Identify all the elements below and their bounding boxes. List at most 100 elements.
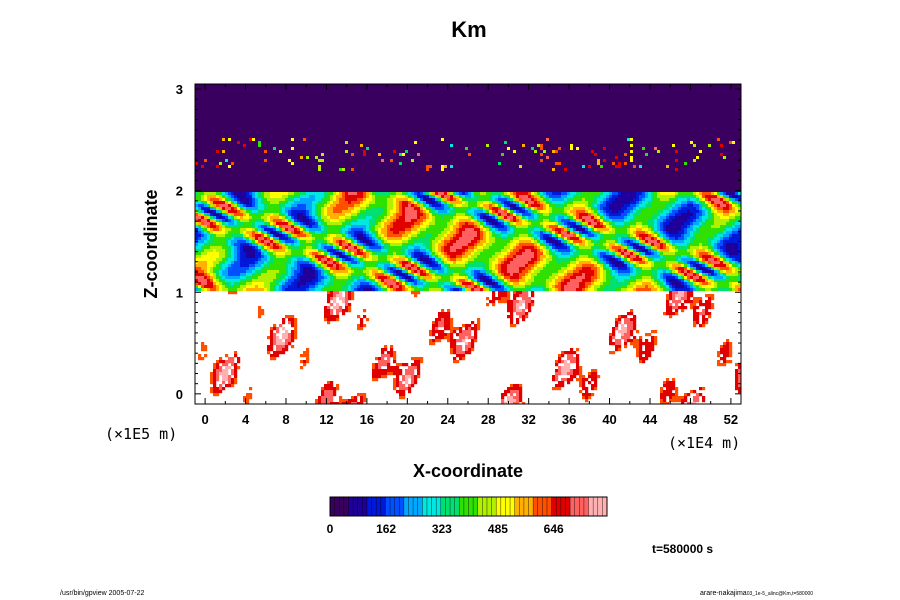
field-cell xyxy=(414,108,418,112)
field-cell xyxy=(648,132,652,136)
field-cell xyxy=(717,135,721,139)
field-cell xyxy=(723,162,727,166)
field-cell xyxy=(237,129,241,133)
field-cell xyxy=(606,114,610,118)
field-cell xyxy=(687,132,691,136)
field-cell xyxy=(369,153,373,157)
field-cell xyxy=(255,99,259,103)
field-cell xyxy=(573,135,577,139)
field-cell xyxy=(711,87,715,91)
field-cell xyxy=(363,159,367,163)
field-cell xyxy=(495,108,499,112)
field-cell xyxy=(432,99,436,103)
field-cell xyxy=(693,129,697,133)
field-cell xyxy=(222,99,226,103)
field-cell xyxy=(678,138,682,142)
field-cell xyxy=(306,135,310,139)
field-cell xyxy=(252,135,256,139)
field-cell xyxy=(309,117,313,121)
field-cell xyxy=(354,123,358,127)
field-cell xyxy=(480,132,484,136)
field-cell xyxy=(621,147,625,151)
field-cell xyxy=(354,84,358,88)
field-cell xyxy=(204,165,208,169)
field-cell xyxy=(297,141,301,145)
field-cell xyxy=(306,153,310,157)
field-cell xyxy=(591,99,595,103)
field-cell xyxy=(450,126,454,130)
field-cell xyxy=(546,90,550,94)
field-cell xyxy=(318,108,322,112)
field-cell xyxy=(297,90,301,94)
field-cell xyxy=(504,129,508,133)
field-cell xyxy=(243,156,247,160)
field-cell xyxy=(543,90,547,94)
field-cell xyxy=(414,165,418,169)
field-cell xyxy=(564,129,568,133)
field-cell xyxy=(291,123,295,127)
field-cell xyxy=(267,108,271,112)
field-cell xyxy=(480,117,484,121)
field-cell xyxy=(432,123,436,127)
field-cell xyxy=(234,144,238,148)
field-cell xyxy=(561,126,565,130)
field-cell xyxy=(396,156,400,160)
field-cell xyxy=(666,123,670,127)
field-cell xyxy=(426,129,430,133)
field-cell xyxy=(522,108,526,112)
field-cell xyxy=(624,138,628,142)
field-cell xyxy=(597,135,601,139)
field-cell xyxy=(720,132,724,136)
field-cell xyxy=(423,138,427,142)
field-cell xyxy=(498,96,502,100)
field-cell xyxy=(681,138,685,142)
field-cell xyxy=(639,102,643,106)
field-cell xyxy=(519,84,523,88)
field-cell xyxy=(591,147,595,151)
field-cell xyxy=(276,105,280,109)
field-cell xyxy=(420,117,424,121)
field-cell xyxy=(381,162,385,166)
field-cell xyxy=(261,99,265,103)
field-cell xyxy=(561,129,565,133)
field-cell xyxy=(495,96,499,100)
field-cell xyxy=(465,90,469,94)
field-cell xyxy=(504,87,508,91)
field-cell xyxy=(540,126,544,130)
field-cell xyxy=(501,126,505,130)
field-cell xyxy=(621,114,625,118)
field-cell xyxy=(615,87,619,91)
field-cell xyxy=(720,135,724,139)
field-cell xyxy=(726,96,730,100)
field-cell xyxy=(420,126,424,130)
field-cell xyxy=(363,90,367,94)
field-cell xyxy=(408,123,412,127)
field-cell xyxy=(630,114,634,118)
field-cell xyxy=(240,150,244,154)
field-cell xyxy=(648,153,652,157)
field-cell xyxy=(501,111,505,115)
field-cell xyxy=(681,153,685,157)
field-cell xyxy=(414,102,418,106)
field-cell xyxy=(210,90,214,94)
field-cell xyxy=(369,96,373,100)
field-cell xyxy=(717,117,721,121)
field-cell xyxy=(642,144,646,148)
field-cell xyxy=(672,102,676,106)
field-cell xyxy=(378,114,382,118)
field-cell xyxy=(459,156,463,160)
field-cell xyxy=(270,162,274,166)
field-cell xyxy=(375,141,379,145)
field-cell xyxy=(630,135,634,139)
field-cell xyxy=(291,93,295,97)
field-cell xyxy=(288,165,292,169)
field-cell xyxy=(633,96,637,100)
field-cell xyxy=(564,102,568,106)
field-cell xyxy=(573,111,577,115)
field-cell xyxy=(516,135,520,139)
field-cell xyxy=(348,105,352,109)
field-cell xyxy=(213,147,217,151)
field-cell xyxy=(426,111,430,115)
field-cell xyxy=(453,159,457,163)
field-cell xyxy=(240,93,244,97)
